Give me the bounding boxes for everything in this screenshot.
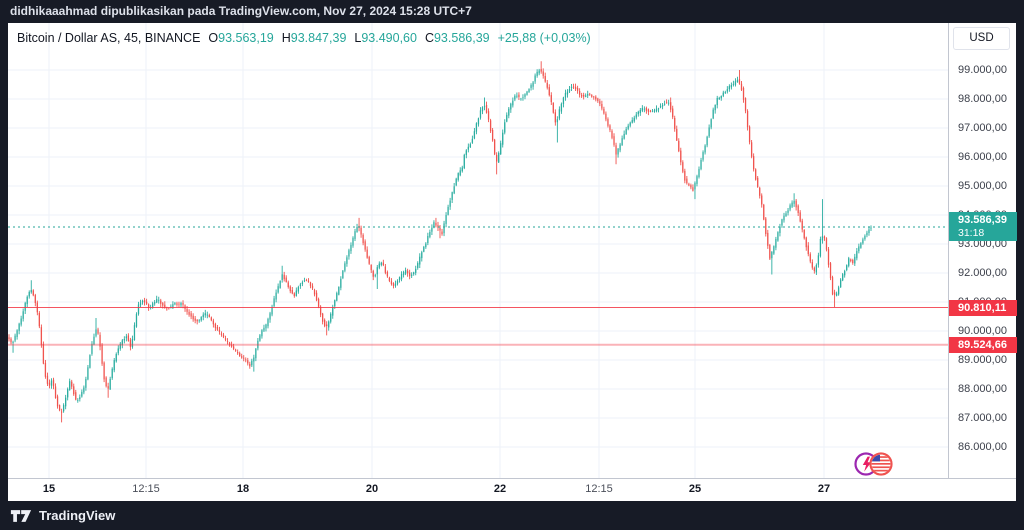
chart-plot-area[interactable] [8, 23, 948, 478]
price-tick-label: 92.000,00 [958, 266, 1007, 279]
price-tick-label: 86.000,00 [958, 440, 1007, 453]
candlestick-chart[interactable] [8, 23, 948, 478]
footer-bar: TradingView [0, 501, 1024, 530]
price-tick-label: 98.000,00 [958, 92, 1007, 105]
time-tick-label: 12:15 [132, 483, 160, 495]
last-price-label: 93.586,39 31:18 [949, 212, 1017, 242]
price-tick-label: 95.000,00 [958, 179, 1007, 192]
price-tick-label: 97.000,00 [958, 121, 1007, 134]
publication-text: didhikaaahmad dipublikasikan pada Tradin… [10, 4, 472, 18]
ohlc-value: 93.586,39 [433, 31, 490, 45]
time-tick-label: 25 [688, 483, 702, 495]
price-tick-label: 87.000,00 [958, 411, 1007, 424]
ohlc-value: 93.847,39 [290, 31, 347, 45]
ohlc-letter: H [281, 31, 291, 45]
ohlc-letter: L [354, 31, 362, 45]
time-axis[interactable]: 15 12:15 18 20 22 12:15 25 27 [8, 478, 1016, 501]
price-tick-label: 88.000,00 [958, 382, 1007, 395]
chart-panel: Bitcoin / Dollar AS, 45, BINANCE O93.563,… [8, 23, 1017, 501]
alert-price-label: 89.524,66 [949, 336, 1017, 353]
price-tick-label: 89.000,00 [958, 353, 1007, 366]
time-tick-label: 20 [365, 483, 379, 495]
ohlc-values: O93.563,19 H93.847,39 L93.490,60 C93.586,39 [200, 31, 489, 45]
alert-price-label: 90.810,11 [949, 299, 1017, 316]
ohlc-value: 93.563,19 [218, 31, 274, 45]
chart-legend[interactable]: Bitcoin / Dollar AS, 45, BINANCE O93.563,… [17, 31, 591, 45]
time-tick-label: 15 [42, 483, 56, 495]
currency-toggle-button[interactable]: USD [953, 27, 1010, 50]
price-tick-label: 99.000,00 [958, 63, 1007, 76]
time-tick-label: 18 [236, 483, 250, 495]
price-axis[interactable]: USD 93.586,39 31:18 99.000,00 98.000,00 97… [948, 23, 1017, 478]
price-tick-label: 96.000,00 [958, 150, 1007, 163]
bar-countdown: 31:18 [958, 227, 985, 240]
us-flag-badge-icon [869, 452, 893, 476]
tradingview-logo-icon[interactable] [10, 508, 32, 524]
time-tick-label: 22 [493, 483, 507, 495]
tradingview-brand[interactable]: TradingView [39, 508, 116, 523]
time-tick-label: 12:15 [585, 483, 613, 495]
time-tick-label: 27 [817, 483, 831, 495]
symbol-title[interactable]: Bitcoin / Dollar AS, 45, BINANCE [17, 31, 201, 45]
publication-bar: didhikaaahmad dipublikasikan pada Tradin… [0, 0, 1024, 23]
ohlc-value: 93.490,60 [361, 31, 417, 45]
price-change: +25,88 (+0,03%) [497, 31, 591, 45]
ohlc-letter: C [424, 31, 434, 45]
last-price-value: 93.586,39 [958, 214, 1007, 227]
price-tick-label: 90.000,00 [958, 324, 1007, 337]
ohlc-letter: O [208, 31, 219, 45]
